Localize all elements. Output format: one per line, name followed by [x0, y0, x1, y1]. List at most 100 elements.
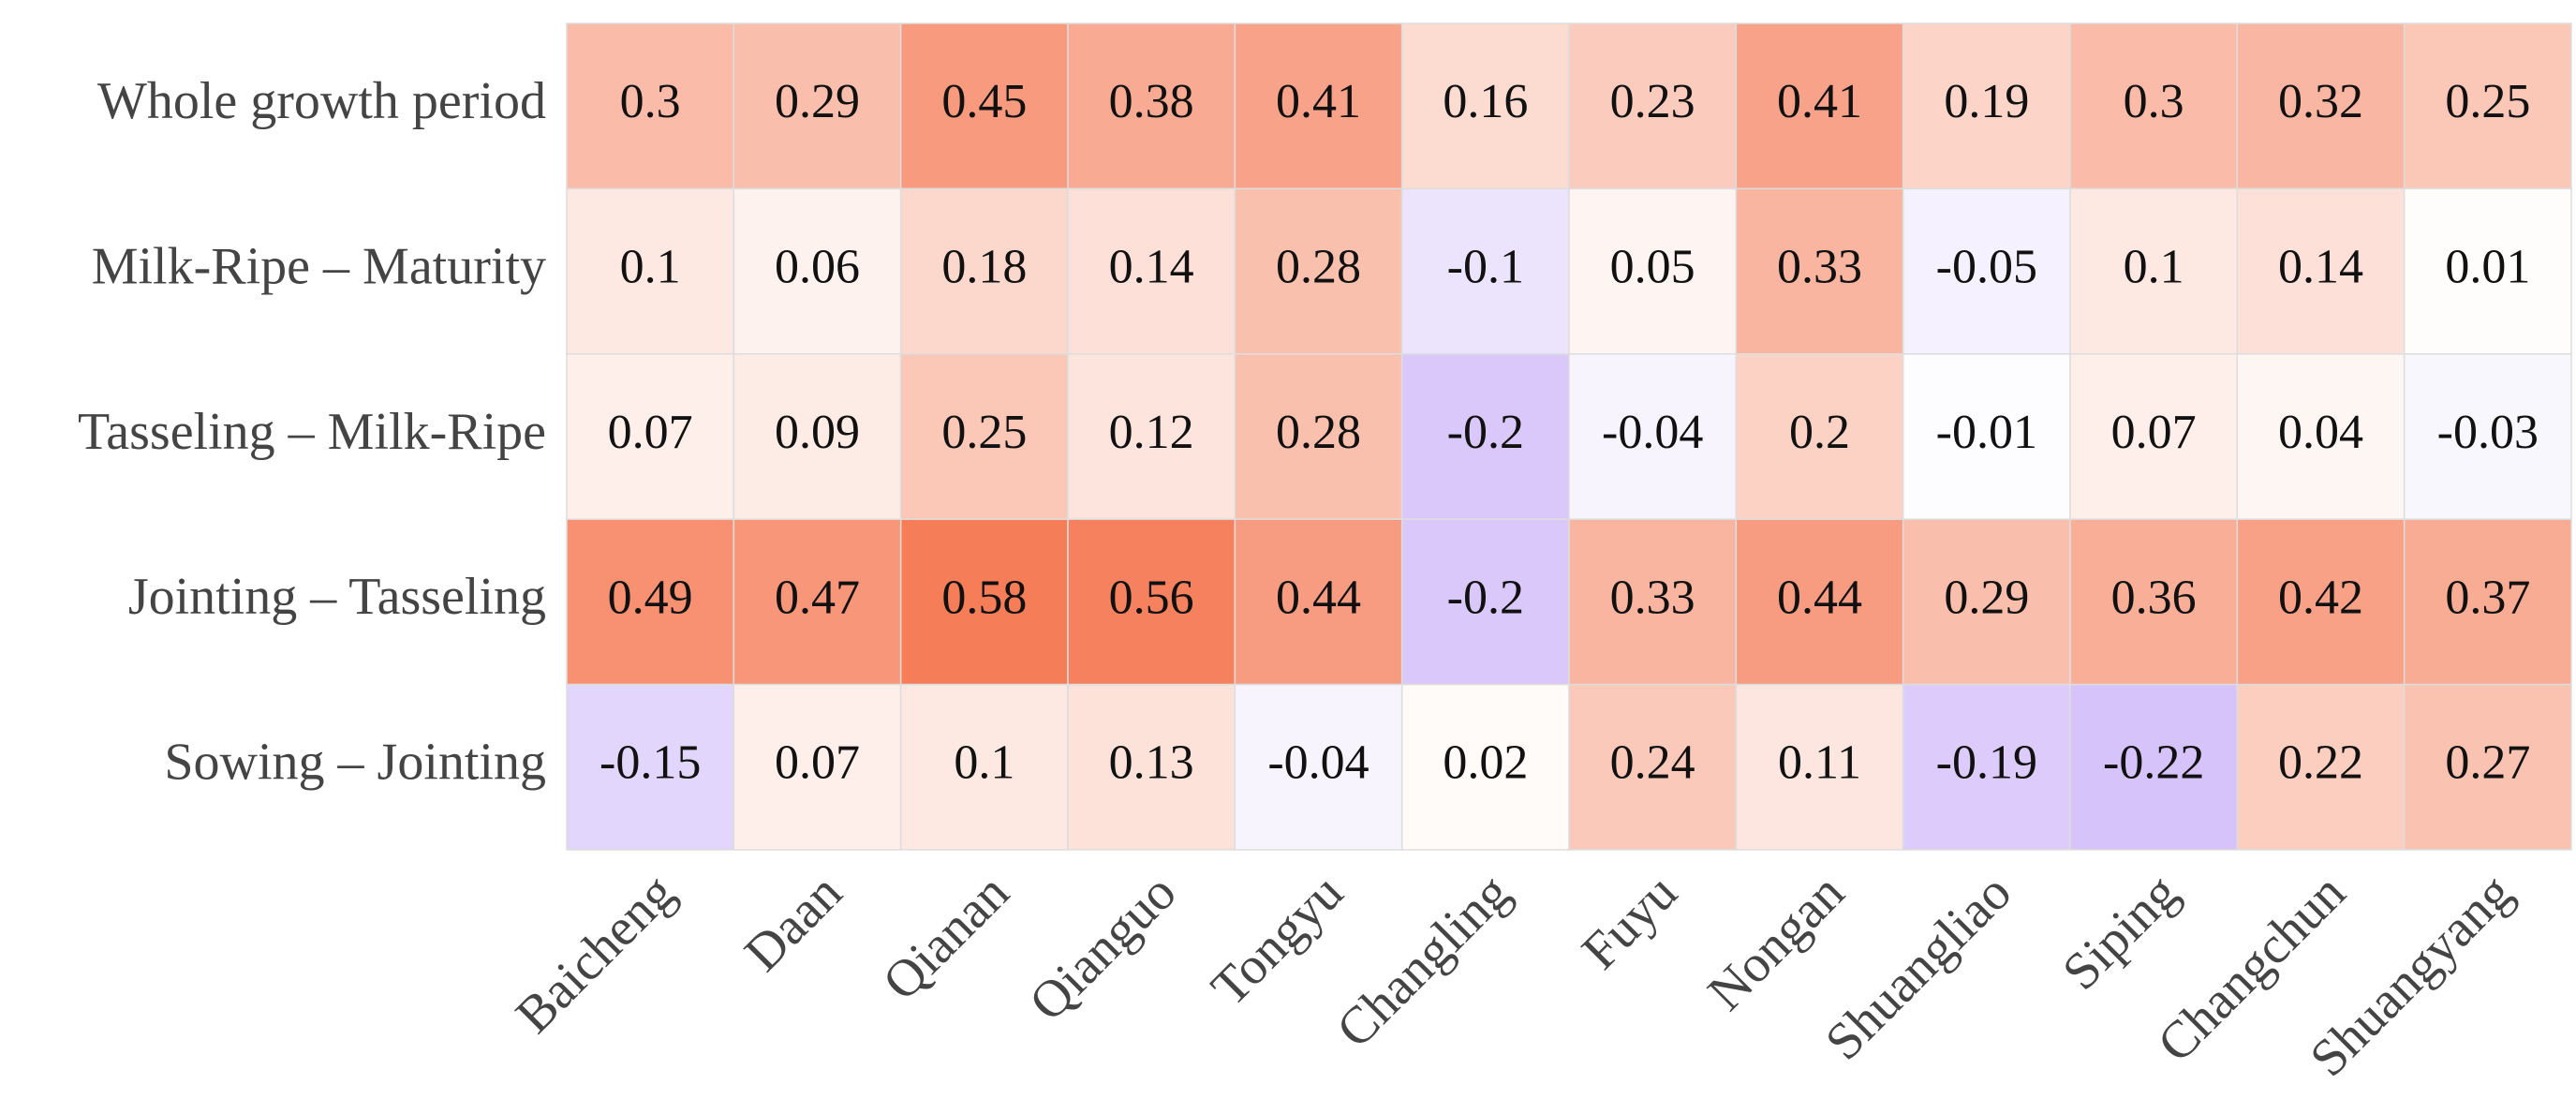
heatmap-cell	[1735, 22, 1904, 190]
cell-label: -0.05	[1936, 241, 2037, 294]
cell-label: 0.07	[775, 736, 860, 790]
heatmap-cell	[2236, 353, 2406, 520]
cell-label: 0.24	[1610, 736, 1695, 790]
heatmap-cell	[566, 518, 735, 686]
cell-label: 0.13	[1109, 736, 1194, 790]
cell-label: 0.07	[2111, 406, 2197, 459]
cell-label: 0.05	[1610, 241, 1695, 294]
heatmap-cell	[733, 22, 902, 190]
cell-label: 0.1	[2124, 241, 2184, 294]
heatmap-cell	[1568, 683, 1738, 851]
cell-label: -0.19	[1936, 736, 2037, 790]
heatmap-cell	[2236, 683, 2406, 851]
cell-label: 0.01	[2445, 241, 2530, 294]
column-label: Nongan	[1697, 863, 1856, 1021]
cell-label: 0.14	[1109, 241, 1194, 294]
column-label: Qianan	[872, 863, 1020, 1011]
cell-label: 0.19	[1944, 75, 2029, 128]
cell-label: -0.04	[1602, 406, 1703, 459]
heatmap-cell	[2069, 683, 2239, 851]
column-label: Tongyu	[1201, 863, 1355, 1017]
heatmap-cell	[2069, 22, 2239, 190]
heatmap-cell	[1902, 518, 2071, 686]
row-label: Milk-Ripe – Maturity	[92, 237, 546, 295]
heatmap-cell	[1400, 683, 1570, 851]
cell-label: 0.1	[620, 241, 681, 294]
cell-label: 0.22	[2278, 736, 2363, 790]
cell-label: -0.22	[2103, 736, 2204, 790]
cell-label: 0.37	[2445, 571, 2530, 624]
cell-label: 0.06	[775, 241, 860, 294]
cell-label: 0.58	[941, 571, 1027, 624]
column-label: Qianguo	[1018, 863, 1187, 1032]
heatmap-cell	[566, 22, 735, 190]
heatmap-cell	[566, 683, 735, 851]
cell-label: 0.2	[1789, 406, 1850, 459]
column-label: Shuangliao	[1814, 863, 2022, 1071]
cell-label: 0.1	[954, 736, 1014, 790]
cell-label: 0.47	[775, 571, 860, 624]
heatmap-cell	[733, 683, 902, 851]
cell-label: 0.32	[2278, 75, 2363, 128]
heatmap-cell	[2403, 22, 2572, 190]
cell-label: 0.41	[1276, 75, 1361, 128]
cell-label: 0.25	[941, 406, 1027, 459]
cell-label: 0.33	[1777, 241, 1862, 294]
cell-label: 0.14	[2278, 241, 2363, 294]
cell-label: 0.45	[941, 75, 1027, 128]
cell-label: 0.28	[1276, 241, 1361, 294]
cell-label: 0.44	[1777, 571, 1862, 624]
cell-label: 0.41	[1777, 75, 1862, 128]
cell-label: 0.27	[2445, 736, 2530, 790]
heatmap-cell	[1234, 353, 1403, 520]
cell-label: 0.16	[1443, 75, 1528, 128]
cell-label: -0.2	[1447, 571, 1524, 624]
heatmap-cell	[899, 22, 1069, 190]
cell-label: 0.49	[608, 571, 693, 624]
cell-label: -0.04	[1267, 736, 1369, 790]
cell-label: 0.44	[1276, 571, 1361, 624]
cell-label: 0.33	[1610, 571, 1695, 624]
cell-label: 0.18	[941, 241, 1027, 294]
column-label: Daan	[733, 863, 852, 982]
heatmap-cell	[1234, 22, 1403, 190]
heatmap-cell	[2403, 353, 2572, 520]
cell-label: 0.07	[608, 406, 693, 459]
heatmap-cell	[2403, 518, 2572, 686]
heatmap-cell	[2069, 187, 2239, 355]
cell-label: 0.42	[2278, 571, 2363, 624]
column-label: Fuyu	[1571, 863, 1688, 980]
heatmap-cell	[2069, 518, 2239, 686]
cell-label: 0.3	[620, 75, 681, 128]
cell-label: 0.02	[1443, 736, 1528, 790]
cell-label: 0.28	[1276, 406, 1361, 459]
heatmap-cell	[2403, 187, 2572, 355]
heatmap-cell	[1400, 187, 1570, 355]
heatmap-cell	[1568, 187, 1738, 355]
cell-label: 0.12	[1109, 406, 1194, 459]
heatmap-cell	[1067, 22, 1236, 190]
heatmap-cell	[2236, 518, 2406, 686]
cell-label: 0.11	[1778, 736, 1861, 790]
column-label: Baicheng	[505, 863, 686, 1044]
heatmap-cell	[1400, 22, 1570, 190]
heatmap-cell	[1902, 187, 2071, 355]
heatmap-cell	[1735, 187, 1904, 355]
column-label: Changling	[1325, 863, 1521, 1059]
cell-label: 0.25	[2445, 75, 2530, 128]
cell-label: 0.56	[1109, 571, 1194, 624]
heatmap-cell	[2236, 187, 2406, 355]
cell-label: -0.2	[1447, 406, 1524, 459]
heatmap-cell	[899, 187, 1069, 355]
heatmap-cell	[1568, 353, 1738, 520]
heatmap-cell	[899, 683, 1069, 851]
heatmap-cell	[1400, 518, 1570, 686]
heatmap-cell	[1234, 683, 1403, 851]
heatmap-cell	[1234, 187, 1403, 355]
cell-label: 0.23	[1610, 75, 1695, 128]
heatmap-cell	[733, 187, 902, 355]
heatmap-cell	[2403, 683, 2572, 851]
heatmap-cell	[899, 518, 1069, 686]
heatmap-cell	[1067, 187, 1236, 355]
